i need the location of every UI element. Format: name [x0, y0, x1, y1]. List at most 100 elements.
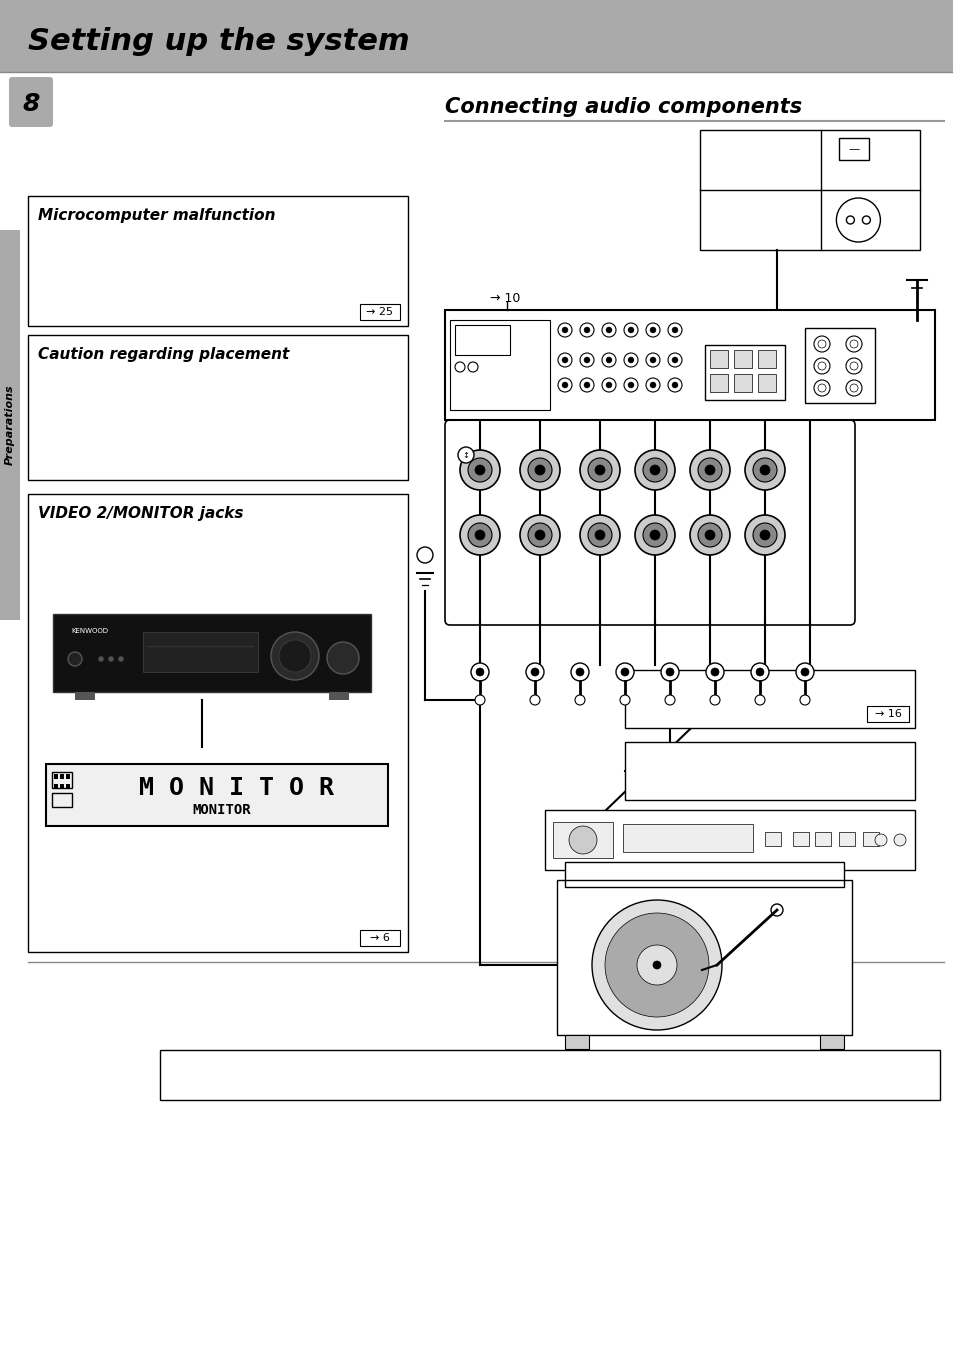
Circle shape: [744, 450, 784, 490]
Circle shape: [476, 667, 483, 676]
Circle shape: [649, 357, 656, 363]
Circle shape: [667, 378, 681, 392]
Circle shape: [475, 465, 484, 476]
Bar: [52, 771, 71, 788]
Bar: [444, 309, 934, 420]
Circle shape: [845, 358, 862, 374]
Circle shape: [689, 515, 729, 555]
Text: → 16: → 16: [874, 709, 901, 719]
Circle shape: [635, 515, 675, 555]
Circle shape: [817, 362, 825, 370]
Circle shape: [689, 450, 729, 490]
Circle shape: [623, 323, 638, 336]
Circle shape: [601, 353, 616, 367]
Circle shape: [671, 327, 678, 332]
Circle shape: [271, 632, 318, 680]
Circle shape: [558, 353, 572, 367]
Circle shape: [800, 694, 809, 705]
Circle shape: [849, 362, 857, 370]
Circle shape: [561, 357, 567, 363]
Circle shape: [601, 323, 616, 336]
Circle shape: [587, 458, 612, 482]
Circle shape: [836, 199, 880, 242]
Circle shape: [595, 465, 604, 476]
Circle shape: [475, 530, 484, 540]
Circle shape: [755, 667, 763, 676]
Circle shape: [645, 353, 659, 367]
FancyBboxPatch shape: [444, 420, 854, 626]
Bar: [733, 374, 751, 392]
Circle shape: [752, 458, 776, 482]
Bar: [60, 784, 64, 789]
Bar: [553, 821, 613, 858]
Text: KENWOOD: KENWOOD: [71, 628, 108, 634]
Bar: [28, 196, 408, 326]
Circle shape: [519, 450, 559, 490]
Bar: [838, 832, 854, 846]
Circle shape: [327, 642, 358, 674]
Circle shape: [645, 378, 659, 392]
Bar: [450, 320, 550, 409]
Circle shape: [623, 353, 638, 367]
Bar: [564, 862, 843, 888]
Bar: [329, 692, 349, 700]
Bar: [160, 1050, 939, 1100]
Circle shape: [671, 382, 678, 388]
Circle shape: [278, 640, 311, 671]
Circle shape: [561, 382, 567, 388]
Circle shape: [671, 357, 678, 363]
Bar: [66, 784, 70, 789]
Circle shape: [813, 380, 829, 396]
Circle shape: [698, 523, 721, 547]
Circle shape: [579, 323, 594, 336]
Bar: [838, 138, 868, 159]
Circle shape: [568, 825, 597, 854]
Circle shape: [709, 694, 720, 705]
Circle shape: [583, 382, 589, 388]
Text: M O N I T O R: M O N I T O R: [139, 775, 335, 800]
Circle shape: [98, 657, 103, 662]
Circle shape: [471, 663, 489, 681]
Circle shape: [664, 694, 675, 705]
Circle shape: [627, 327, 634, 332]
Circle shape: [770, 904, 782, 916]
Circle shape: [642, 523, 666, 547]
Bar: [46, 765, 388, 825]
Bar: [75, 692, 95, 700]
Circle shape: [530, 694, 539, 705]
Bar: [54, 774, 58, 780]
Bar: [143, 632, 257, 671]
Circle shape: [795, 663, 813, 681]
Bar: [862, 832, 878, 846]
Bar: [704, 345, 784, 400]
Circle shape: [635, 450, 675, 490]
Circle shape: [652, 961, 660, 969]
Text: Preparations: Preparations: [5, 385, 15, 465]
Bar: [564, 1035, 588, 1048]
Bar: [814, 832, 830, 846]
Circle shape: [459, 450, 499, 490]
Bar: [700, 130, 919, 250]
Circle shape: [605, 382, 612, 388]
Circle shape: [579, 450, 619, 490]
Circle shape: [750, 663, 768, 681]
Circle shape: [525, 663, 543, 681]
Bar: [820, 1035, 843, 1048]
Bar: [0, 0, 953, 72]
Circle shape: [519, 515, 559, 555]
Circle shape: [667, 353, 681, 367]
Circle shape: [667, 323, 681, 336]
Circle shape: [760, 465, 769, 476]
Circle shape: [616, 663, 634, 681]
Circle shape: [752, 523, 776, 547]
Circle shape: [649, 327, 656, 332]
Bar: [54, 784, 58, 789]
Bar: [758, 350, 775, 367]
Bar: [709, 374, 727, 392]
Circle shape: [527, 523, 552, 547]
Circle shape: [558, 323, 572, 336]
Bar: [544, 811, 914, 870]
Circle shape: [874, 834, 886, 846]
Circle shape: [605, 357, 612, 363]
Circle shape: [845, 336, 862, 353]
